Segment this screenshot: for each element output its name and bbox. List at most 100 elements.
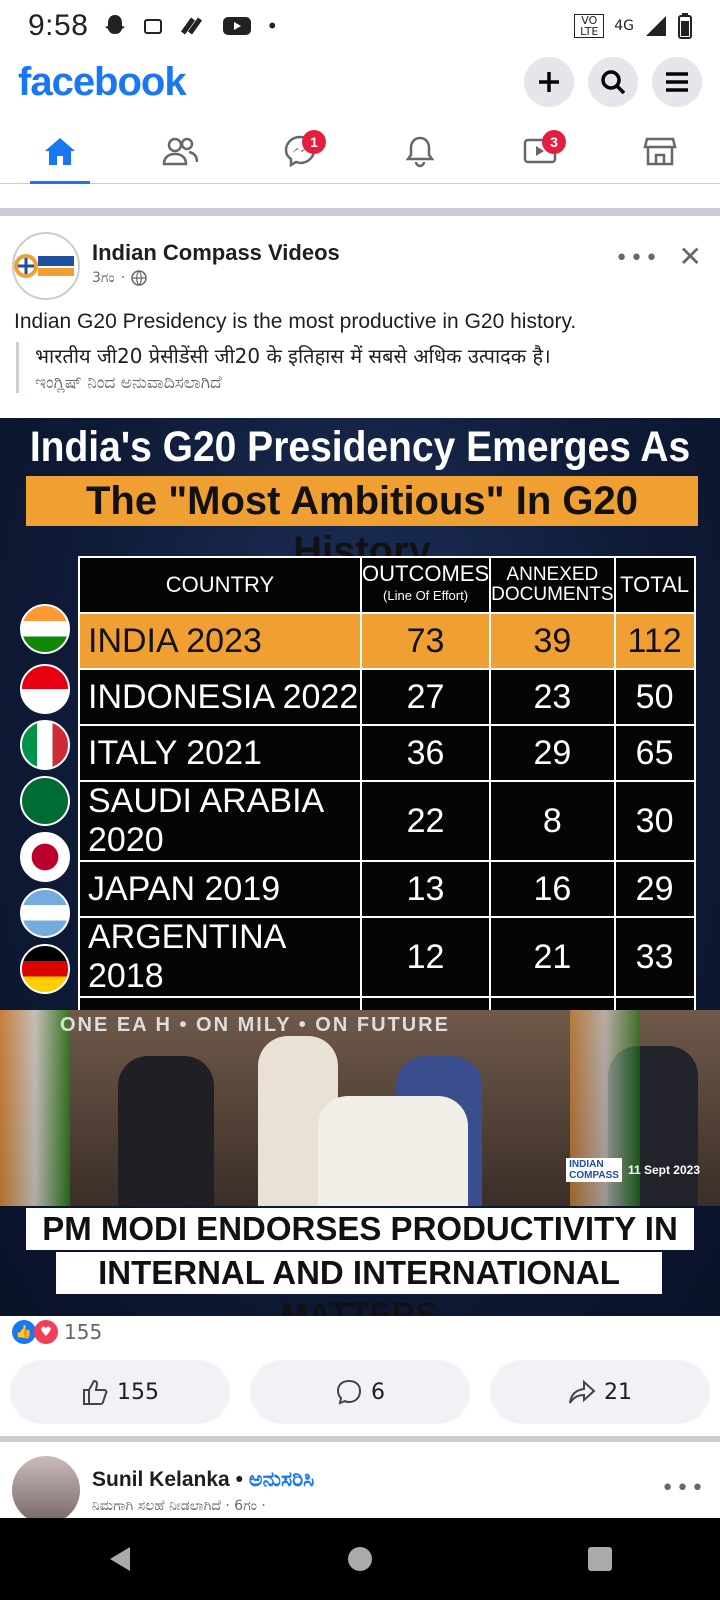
next-post-author-line: Sunil Kelanka • ಅನುಸರಿಸಿ — [92, 1468, 314, 1492]
cell-outcomes: 73 — [359, 612, 492, 670]
next-post-author[interactable]: Sunil Kelanka — [92, 1468, 230, 1491]
tab-friends[interactable] — [150, 126, 210, 176]
tab-video[interactable]: 3 — [510, 126, 570, 176]
cell-country: INDIA 2023 — [78, 612, 362, 670]
india-flag-icon — [20, 604, 70, 654]
tab-messenger[interactable]: 1 — [270, 126, 330, 176]
cell-annexed: 23 — [489, 668, 616, 726]
post-author[interactable]: Indian Compass Videos — [92, 240, 340, 265]
next-post-more-icon[interactable]: ••• — [661, 1476, 706, 1501]
bell-icon — [405, 136, 435, 167]
cell-outcomes: 27 — [359, 668, 492, 726]
translation-text: भारतीय जी20 प्रेसीडेंसी जी20 के इतिहास म… — [35, 344, 551, 368]
app-icon — [144, 19, 163, 34]
header-outcomes: OUTCOMES (Line Of Effort) — [359, 556, 492, 614]
like-reaction-icon: 👍 — [12, 1320, 36, 1344]
link-icon — [181, 17, 203, 35]
cell-outcomes: 22 — [359, 780, 492, 862]
globe-icon — [131, 270, 147, 286]
header-annexed-line2: DOCUMENTS — [491, 584, 614, 605]
feed-separator — [0, 208, 720, 216]
tab-notifications[interactable] — [390, 126, 450, 176]
comment-button[interactable]: 6 — [250, 1360, 470, 1424]
table-row: INDONESIA 2022 27 23 50 — [78, 668, 696, 726]
status-bar: 9:58 • VO LTE 4G — [0, 0, 720, 52]
japan-flag-icon — [20, 832, 70, 882]
search-button[interactable] — [588, 57, 638, 107]
post-image[interactable]: India's G20 Presidency Emerges As The "M… — [0, 418, 720, 1316]
table-row: INDIA 2023 73 39 112 — [78, 612, 696, 670]
next-post-avatar[interactable] — [12, 1456, 80, 1524]
nav-tabs: 1 3 — [0, 118, 720, 184]
italy-flag-icon — [20, 720, 70, 770]
post-time: 3ಗಂ — [92, 270, 115, 286]
cell-total: 30 — [613, 780, 696, 862]
search-icon — [601, 70, 626, 95]
comment-icon — [336, 1379, 362, 1405]
post-actions: 155 6 21 — [10, 1360, 710, 1424]
image-watermark: INDIAN COMPASS 11 Sept 2023 — [566, 1158, 700, 1182]
cell-total: 29 — [613, 860, 696, 918]
header-annexed-line1: ANNEXED — [506, 564, 599, 585]
close-icon[interactable]: ✕ — [678, 240, 702, 273]
image-caption-line2: INTERNAL AND INTERNATIONAL MATTERS — [56, 1252, 662, 1316]
saudi-arabia-flag-icon — [20, 776, 70, 826]
cell-annexed: 16 — [489, 860, 616, 918]
watermark-logo: INDIAN COMPASS — [566, 1158, 622, 1182]
video-badge: 3 — [542, 129, 566, 154]
header-country: COUNTRY — [78, 556, 362, 614]
header-outcomes-sub: (Line Of Effort) — [383, 588, 469, 603]
snapchat-icon — [105, 15, 126, 34]
cell-country: SAUDI ARABIA 2020 — [78, 780, 362, 862]
watermark-brand2: COMPASS — [569, 1170, 619, 1181]
indonesia-flag-icon — [20, 664, 70, 714]
cell-annexed: 29 — [489, 724, 616, 782]
meta-dot: · — [120, 270, 126, 286]
cell-annexed: 8 — [489, 780, 616, 862]
like-button[interactable]: 155 — [10, 1360, 230, 1424]
cell-total: 50 — [613, 668, 696, 726]
tab-home[interactable] — [30, 126, 90, 184]
cell-annexed: 21 — [489, 916, 616, 998]
menu-button[interactable] — [652, 57, 702, 107]
share-button[interactable]: 21 — [490, 1360, 710, 1424]
g20-table: COUNTRY OUTCOMES (Line Of Effort) ANNEXED… — [78, 556, 696, 1054]
flag-backdrop — [0, 1010, 70, 1206]
hamburger-icon — [666, 72, 688, 92]
page-avatar[interactable] — [12, 232, 80, 300]
comment-count: 6 — [371, 1379, 385, 1405]
post-meta: 3ಗಂ · — [92, 270, 147, 286]
next-post-header: Sunil Kelanka • ಅನುಸರಿಸಿ ನಿಮಗಾಗಿ ಸಲಹೆ ನೀ… — [0, 1448, 720, 1524]
header-annexed: ANNEXED DOCUMENTS — [489, 556, 616, 614]
app-header: facebook — [0, 52, 720, 112]
cell-country: JAPAN 2019 — [78, 860, 362, 918]
header-total: TOTAL — [613, 556, 696, 614]
messenger-badge: 1 — [302, 129, 326, 154]
follow-button[interactable]: ಅನುಸರಿಸಿ — [248, 1468, 315, 1491]
reactions-count: 155 — [64, 1320, 103, 1344]
love-reaction-icon: ♥ — [34, 1320, 58, 1344]
more-options-icon[interactable]: ••• — [615, 246, 660, 271]
facebook-logo[interactable]: facebook — [18, 59, 187, 104]
post: Indian Compass Videos 3ಗಂ · ••• ✕ Indian… — [0, 224, 720, 393]
reactions-summary[interactable]: 👍 ♥ 155 — [12, 1320, 102, 1344]
create-button[interactable] — [524, 57, 574, 107]
table-row: JAPAN 2019 13 16 29 — [78, 860, 696, 918]
tab-marketplace[interactable] — [630, 126, 690, 176]
system-nav-bar — [0, 1518, 720, 1600]
feed-separator — [0, 1436, 720, 1442]
summit-banner-text: ONE EA H • ON MILY • ON FUTURE — [60, 1014, 450, 1036]
watermark-date: 11 Sept 2023 — [627, 1163, 700, 1177]
back-icon[interactable] — [106, 1544, 134, 1574]
recents-icon[interactable] — [586, 1545, 614, 1573]
status-time: 9:58 — [28, 9, 89, 42]
cell-total: 65 — [613, 724, 696, 782]
header-outcomes-label: OUTCOMES — [362, 561, 490, 586]
battery-icon — [678, 13, 692, 39]
cell-outcomes: 12 — [359, 916, 492, 998]
germany-flag-icon — [20, 944, 70, 994]
home-nav-icon[interactable] — [345, 1544, 375, 1574]
post-text: Indian G20 Presidency is the most produc… — [14, 310, 577, 333]
translation-note[interactable]: ಇಂಗ್ಲಿಷ್ ನಿಂದ ಅನುವಾದಿಸಲಾಗಿದೆ — [35, 373, 222, 393]
volte-icon: VO LTE — [574, 14, 605, 38]
